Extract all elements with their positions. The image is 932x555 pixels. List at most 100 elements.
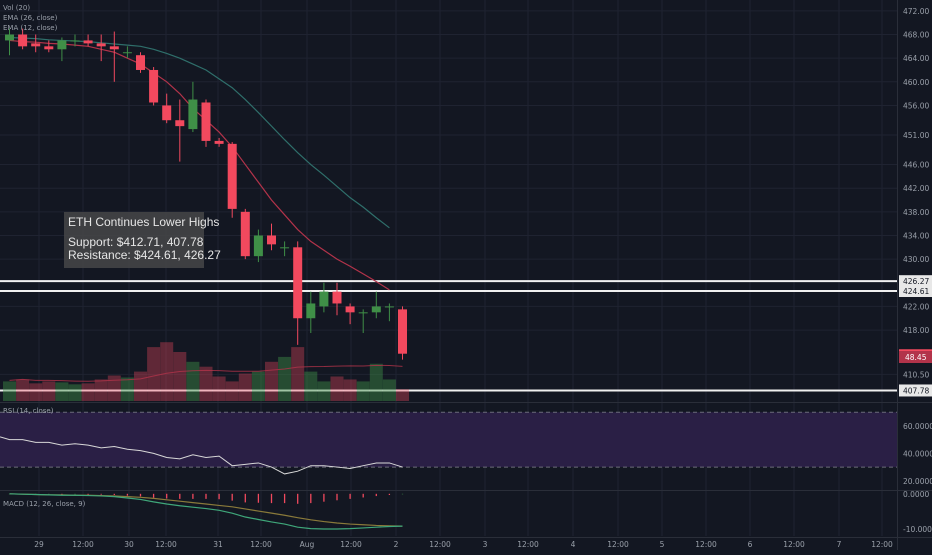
annotation-resistance: Resistance: $424.61, 426.27: [68, 248, 221, 262]
price-tick-label: 468.00: [903, 31, 929, 40]
volume-bar: [160, 342, 174, 401]
macd-tick-label: -10.0000: [903, 525, 932, 534]
macd-tick-label: 0.0000: [903, 490, 929, 499]
volume-bar: [42, 381, 56, 401]
volume-bar: [356, 381, 370, 401]
candle-body: [162, 105, 172, 121]
price-tick-label: 456.00: [903, 101, 929, 110]
rsi-band: [0, 412, 897, 468]
volume-bar: [55, 382, 69, 401]
annotation-box[interactable]: ETH Continues Lower Highs Support: $412.…: [64, 212, 221, 268]
ema26-line: [9, 36, 390, 229]
volume-bar: [81, 383, 95, 401]
volume-bar: [212, 376, 226, 401]
candles[interactable]: [5, 28, 407, 360]
time-axis-label: 4: [571, 540, 576, 549]
time-axis-label: 12:00: [155, 540, 177, 549]
candle-body: [306, 303, 316, 319]
price-tick-label: 464.00: [903, 54, 929, 63]
volume-bar: [173, 352, 187, 401]
candle-body: [96, 43, 106, 47]
candle-body: [109, 46, 119, 50]
time-axis-label: 12:00: [517, 540, 539, 549]
price-level-tag: 424.61: [903, 287, 929, 296]
candle-body: [398, 309, 407, 354]
price-tick-label: 434.00: [903, 231, 929, 240]
time-axis-label: 12:00: [72, 540, 94, 549]
rsi-pane: [0, 411, 897, 475]
candle-body: [345, 306, 355, 313]
time-axis-label: 6: [748, 540, 753, 549]
candle-body: [227, 143, 237, 209]
candle-body: [149, 69, 159, 103]
price-tick-label: 460.00: [903, 78, 929, 87]
candle-body: [253, 235, 263, 257]
candle-body: [18, 34, 28, 47]
time-axis-label: 12:00: [695, 540, 717, 549]
rsi-indicator-label: RSI (14, close): [3, 407, 54, 415]
candle-body: [319, 291, 329, 307]
volume-bar: [29, 383, 43, 401]
candle-body: [201, 102, 211, 141]
candle-body: [83, 40, 93, 44]
volume-bar: [147, 347, 161, 401]
volume-tag: 48.45: [905, 353, 927, 362]
volume-bar: [291, 347, 305, 401]
time-axis-label: 31: [213, 540, 223, 549]
volume-bar: [68, 384, 82, 401]
ema26-indicator-label: EMA (26, close): [3, 14, 58, 22]
time-axis-label: 3: [483, 540, 488, 549]
volume-bar: [134, 371, 147, 401]
price-tick-label: 430.00: [903, 255, 929, 264]
price-tick-label: 418.00: [903, 326, 929, 335]
volume-bar: [16, 379, 30, 401]
price-tick-label: 410.50: [903, 370, 929, 379]
volume-bar: [107, 375, 121, 401]
price-tick-label: 442.00: [903, 184, 929, 193]
volume-bar: [186, 361, 200, 401]
macd-indicator-label: MACD (12, 26, close, 9): [3, 500, 86, 508]
candle-body: [5, 34, 14, 41]
annotation-title: ETH Continues Lower Highs: [68, 215, 220, 229]
macd-line: [9, 493, 403, 530]
volume-bar: [317, 381, 331, 401]
price-level-tag-bg: [899, 284, 932, 297]
macd-pane: [8, 493, 404, 530]
volume-bar: [278, 356, 292, 401]
rsi-line: [0, 436, 403, 475]
volume-bar: [343, 379, 357, 401]
volume-bar: [330, 376, 344, 401]
ema12-line: [9, 39, 390, 291]
candle-body: [44, 46, 54, 50]
candle-body: [384, 306, 394, 308]
price-level-tag: 426.27: [903, 277, 929, 286]
time-axis-label: 12:00: [783, 540, 805, 549]
candle-body: [57, 40, 67, 50]
candle-body: [358, 312, 368, 314]
price-level-tag-bg: [899, 384, 932, 397]
candle-body: [175, 120, 185, 127]
candle-body: [31, 43, 41, 47]
rsi-tick-label: 20.0000: [903, 477, 932, 486]
horizontal-levels[interactable]: [0, 280, 897, 392]
volume-bar: [369, 363, 383, 401]
time-axis-label: 12:00: [340, 540, 362, 549]
candle-body: [240, 211, 250, 257]
volume-bar: [265, 361, 278, 401]
time-axis-label: 12:00: [607, 540, 629, 549]
time-axis-label: 7: [837, 540, 842, 549]
volume-bar: [225, 381, 239, 401]
time-axis-label: 2: [394, 540, 399, 549]
candle-body: [188, 99, 198, 130]
time-axis-label: 12:00: [871, 540, 893, 549]
volume-bar: [94, 379, 108, 401]
candle-body: [280, 247, 290, 249]
volume-bar: [199, 366, 213, 401]
volume-tag-bg: [899, 351, 932, 363]
volume-ma-line: [9, 364, 403, 382]
time-axis-label: Aug: [300, 540, 315, 549]
price-level-tag-bg: [899, 275, 932, 288]
candle-body: [267, 235, 276, 245]
